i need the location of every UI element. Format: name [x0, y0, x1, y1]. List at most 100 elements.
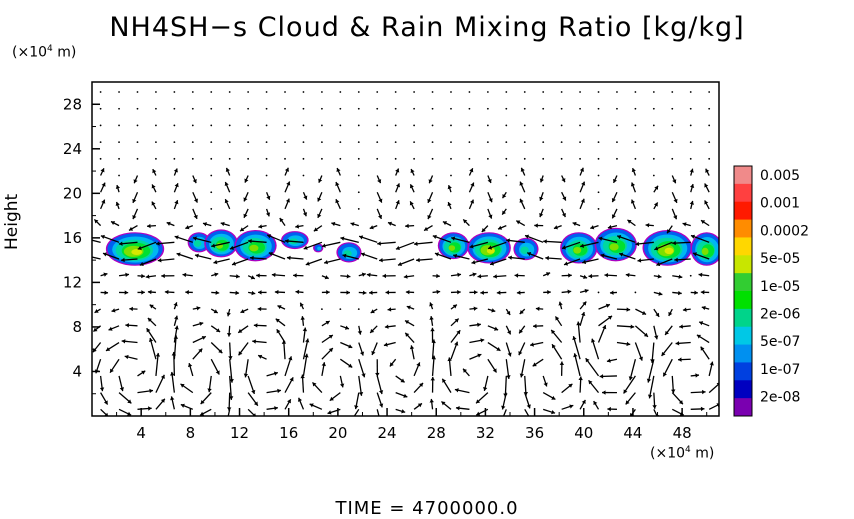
wind-vector-head [121, 257, 125, 263]
colorbar-swatch [734, 380, 752, 399]
cloud-patch [609, 243, 619, 251]
wind-vector-head [359, 235, 364, 240]
wind-vector [302, 353, 308, 377]
x-axis-unit: (×104 m) [650, 445, 715, 462]
wind-vector-head [293, 273, 297, 278]
colorbar-swatch [734, 183, 752, 203]
wind-vector-head [187, 363, 193, 368]
wind-vector-dot [321, 308, 323, 311]
wind-vector-head [366, 272, 371, 278]
x-tick-label: 4 [136, 424, 146, 442]
wind-vector-head [480, 338, 485, 343]
wind-vector-head [617, 234, 622, 240]
wind-vector-head [129, 306, 133, 312]
wind-vector-head [238, 328, 243, 333]
wind-vector-dot [431, 107, 434, 110]
wind-vector-dot [579, 157, 581, 160]
wind-vector-head [534, 223, 538, 228]
wind-vector-head [668, 311, 673, 316]
wind-vector-dot [210, 91, 213, 93]
wind-vector-head [145, 274, 150, 279]
wind-vector-head [519, 198, 524, 203]
wind-vector-head [656, 261, 661, 267]
wind-vector-head [641, 310, 647, 315]
wind-vector-dot [302, 91, 305, 93]
wind-vector-dot [505, 91, 508, 93]
wind-vector-head [100, 168, 105, 173]
wind-vector-head [406, 305, 411, 310]
wind-vector-head [258, 290, 262, 295]
wind-vector-head [335, 199, 340, 204]
wind-vector [376, 409, 380, 416]
wind-vector-head [228, 356, 233, 360]
wind-vector-head [151, 184, 156, 189]
wind-vector [623, 375, 636, 394]
wind-vector-dot [394, 157, 397, 160]
wind-vector-dot [689, 124, 692, 127]
wind-vector-dot [560, 141, 563, 144]
wind-vector-head [590, 225, 595, 230]
wind-vector-dot [210, 157, 213, 160]
colorbar-label: 0.0002 [760, 223, 809, 239]
wind-vector-head [253, 323, 258, 328]
wind-vector-head [516, 220, 521, 225]
wind-vector-dot [302, 157, 305, 160]
wind-vector-head [532, 362, 537, 367]
wind-vector-dot [689, 141, 692, 144]
wind-vector-dot [671, 107, 674, 110]
wind-vector-head [286, 255, 291, 261]
wind-vector-dot [118, 124, 120, 127]
wind-vector-head [149, 388, 154, 394]
wind-vector [653, 409, 658, 416]
wind-vector-head [628, 376, 634, 381]
wind-vector-head [605, 303, 610, 308]
wind-vector-dot [579, 91, 581, 93]
wind-vector-head [166, 221, 171, 226]
wind-vector-dot [616, 91, 618, 93]
wind-vector-head [104, 290, 109, 295]
colorbar-label: 0.005 [760, 168, 800, 184]
wind-vector-dot [616, 141, 618, 144]
wind-vector-head [494, 326, 499, 331]
wind-vector-dot [99, 124, 102, 127]
x-tick-label: 32 [476, 424, 495, 442]
wind-vector-head [576, 321, 581, 326]
wind-vector-head [665, 330, 670, 335]
wind-vector-dot [486, 141, 489, 144]
wind-vector-head [673, 215, 678, 220]
wind-vector-head [442, 378, 447, 383]
wind-vector-head [201, 335, 206, 340]
wind-vector-head [572, 336, 577, 341]
wind-vector-head [174, 315, 179, 320]
wind-vector-dot [247, 157, 250, 160]
wind-vector-dot [560, 124, 563, 127]
wind-vector-head [581, 399, 586, 405]
wind-vector-head [498, 225, 503, 230]
wind-vector-head [111, 308, 116, 313]
wind-vector-head [395, 200, 400, 205]
wind-vector-head [285, 238, 289, 244]
wind-vector-head [125, 323, 130, 328]
wind-vector-head [304, 353, 309, 358]
wind-vector-head [677, 357, 682, 362]
wind-vector-head [403, 274, 408, 279]
wind-vector-dot [376, 141, 379, 144]
wind-vector-dot [413, 141, 416, 144]
wind-vector-dot [542, 124, 545, 127]
wind-vector-head [318, 178, 323, 183]
wind-vector-dot [357, 124, 360, 127]
wind-vector-head [105, 347, 111, 351]
wind-vector-dot [191, 141, 194, 144]
wind-vector-dot [597, 157, 600, 160]
wind-vector-head [268, 251, 273, 257]
wind-vector-head [226, 407, 232, 411]
wind-vector-head [232, 261, 237, 266]
wind-vector-head [429, 316, 434, 320]
wind-vector-head [251, 290, 256, 296]
wind-vector-head [287, 399, 291, 404]
wind-vector-head [663, 372, 667, 377]
wind-vector-head [305, 261, 310, 266]
wind-vector-head [580, 198, 585, 203]
wind-vector-dot [708, 91, 711, 93]
wind-vector-head [401, 409, 406, 414]
